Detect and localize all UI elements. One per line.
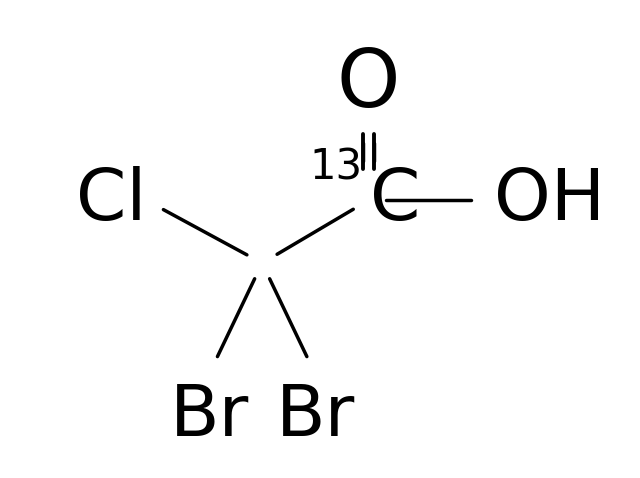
Text: OH: OH (493, 166, 605, 235)
Text: O: O (337, 46, 400, 124)
Text: Cl: Cl (76, 166, 147, 235)
Text: Br: Br (170, 382, 249, 451)
Text: 13: 13 (309, 147, 362, 189)
Text: C: C (370, 166, 420, 235)
Text: Br: Br (275, 382, 355, 451)
